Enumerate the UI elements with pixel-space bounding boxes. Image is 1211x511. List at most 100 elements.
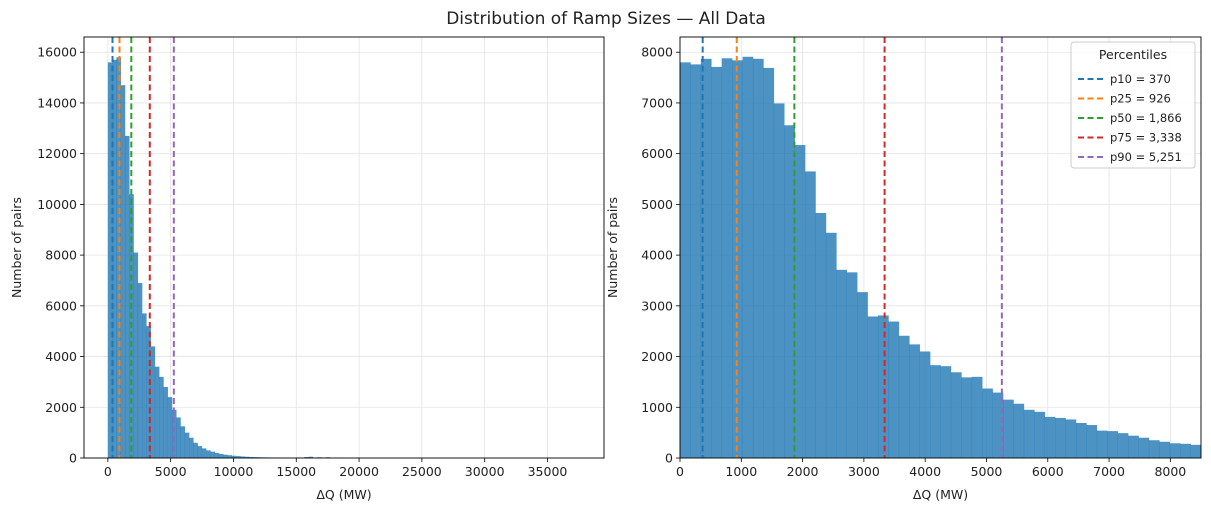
histogram-bar xyxy=(940,366,952,458)
histogram-bar xyxy=(690,64,702,458)
x-tick-label: 25000 xyxy=(402,464,442,479)
y-tick-label: 5000 xyxy=(641,197,673,212)
x-tick-label: 6000 xyxy=(1032,464,1064,479)
histogram-bar xyxy=(1013,403,1025,458)
histogram-bar xyxy=(218,453,224,458)
histogram-bar xyxy=(159,376,164,458)
histogram-bar xyxy=(1107,431,1118,458)
histogram-bar xyxy=(210,451,215,458)
y-tick-label: 10000 xyxy=(37,197,77,212)
histogram-bar xyxy=(193,442,198,458)
y-tick-label: 12000 xyxy=(37,146,77,161)
histogram-bar xyxy=(1128,435,1139,458)
histogram-bar xyxy=(189,437,194,458)
y-tick-label: 4000 xyxy=(641,248,673,263)
histogram-bar xyxy=(836,269,848,458)
y-tick-label: 6000 xyxy=(45,298,77,313)
x-tick-label: 0 xyxy=(104,464,112,479)
histogram-bar xyxy=(752,58,764,458)
legend-label-p25: p25 = 926 xyxy=(1110,92,1171,106)
histogram-bar xyxy=(1055,417,1066,458)
histogram-bar xyxy=(1148,440,1160,458)
histogram-bar xyxy=(154,366,160,458)
y-tick-label: 8000 xyxy=(641,45,673,60)
histogram-bar xyxy=(680,62,691,458)
histogram-bar xyxy=(971,376,983,458)
x-tick-label: 5000 xyxy=(971,464,1003,479)
x-tick-label: 8000 xyxy=(1154,464,1186,479)
y-tick-label: 2000 xyxy=(641,349,673,364)
percentile-lines xyxy=(701,37,1003,458)
y-tick-label: 1000 xyxy=(641,400,673,415)
histogram-bar xyxy=(201,448,207,458)
x-tick-label: 7000 xyxy=(1093,464,1125,479)
histogram-bar xyxy=(982,388,993,458)
x-tick-label: 2000 xyxy=(787,464,819,479)
histogram-bar xyxy=(142,313,147,458)
histogram-bar xyxy=(763,67,775,458)
histogram-bar xyxy=(857,292,868,458)
axes-frame xyxy=(679,36,1202,459)
x-tick-label: 5000 xyxy=(155,464,187,479)
y-tick-label: 3000 xyxy=(641,298,673,313)
x-tick-label: 20000 xyxy=(339,464,379,479)
histogram-bar xyxy=(120,85,126,458)
histogram-bar xyxy=(1180,443,1191,458)
histogram-bar xyxy=(308,456,314,458)
histogram-bar xyxy=(825,232,837,458)
x-axis-label: ΔQ (MW) xyxy=(316,487,371,502)
histogram-bar xyxy=(784,125,795,458)
histogram-bar xyxy=(930,365,941,458)
histogram-bar xyxy=(950,372,962,458)
x-tick-label: 4000 xyxy=(909,464,941,479)
histogram-bar xyxy=(1075,423,1087,458)
histogram-bar xyxy=(231,455,237,458)
histogram-bar xyxy=(992,392,1004,458)
y-axis-label: Number of pairs xyxy=(9,197,24,298)
histogram-bar xyxy=(1044,416,1056,458)
histogram-bar xyxy=(150,346,156,458)
legend: Percentiles p10 = 370 p25 = 926 p50 = 1,866… xyxy=(1070,41,1196,169)
histogram-bar xyxy=(742,56,754,458)
histogram-bar xyxy=(206,450,211,458)
histogram-bars xyxy=(680,56,1201,458)
histogram-bar xyxy=(214,452,220,458)
y-axis-label: Number of pairs xyxy=(605,197,620,298)
histogram-bar xyxy=(805,171,816,458)
histogram-bar xyxy=(1169,443,1181,458)
left-histogram-panel: 0 5000 10000 15000 20000 25000 30000 35000 0 2000… xyxy=(9,36,605,502)
histogram-bar xyxy=(711,66,722,458)
histogram-bar xyxy=(180,426,186,458)
histogram-bar xyxy=(171,409,177,458)
histogram-bar xyxy=(846,272,858,458)
x-tick-label: 0 xyxy=(676,464,684,479)
histogram-bar xyxy=(815,213,827,458)
histogram-bar xyxy=(1117,433,1129,458)
histogram-bar xyxy=(304,456,309,458)
histogram-bar xyxy=(794,145,806,458)
histogram-bar xyxy=(240,456,245,458)
histogram-bar xyxy=(1023,409,1035,458)
histogram-bar xyxy=(163,386,168,458)
histogram-bar xyxy=(124,135,130,458)
histogram-bar xyxy=(112,59,117,458)
histogram-bar xyxy=(773,103,785,458)
histogram-bar xyxy=(1190,444,1201,458)
histogram-bar xyxy=(235,456,241,458)
histogram-bar xyxy=(146,326,151,458)
legend-label-p90: p90 = 5,251 xyxy=(1110,150,1182,164)
histogram-bar xyxy=(248,456,254,458)
y-tick-label: 4000 xyxy=(45,349,77,364)
legend-label-p50: p50 = 1,866 xyxy=(1110,111,1182,125)
y-tick-label: 16000 xyxy=(37,45,77,60)
histogram-bar xyxy=(227,455,233,458)
chart-title: Distribution of Ramp Sizes — All Data xyxy=(446,9,766,29)
percentile-lines xyxy=(111,37,175,458)
y-tick-label: 6000 xyxy=(641,146,673,161)
histogram-bars xyxy=(107,57,578,458)
x-tick-label: 3000 xyxy=(848,464,880,479)
histogram-bar xyxy=(867,316,879,458)
x-tick-label: 35000 xyxy=(528,464,568,479)
y-tick-label: 8000 xyxy=(45,248,77,263)
